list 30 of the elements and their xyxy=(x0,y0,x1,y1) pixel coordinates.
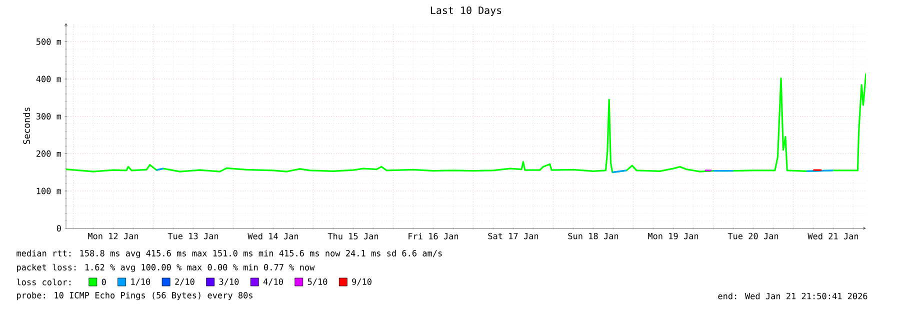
legend-title: loss color: xyxy=(16,278,70,286)
x-tick-label: Thu 15 Jan xyxy=(328,232,378,240)
y-tick-label: 300 m xyxy=(36,113,62,120)
text: packet loss: 1.62 % avg 100.00 % max 0.00 % min 0.77 % now xyxy=(16,264,315,272)
legend-label: 5/10 xyxy=(308,278,328,286)
y-tick-label: 100 m xyxy=(36,188,62,194)
x-tick-label: Tue 13 Jan xyxy=(168,232,218,240)
x-tick-label: Mon 19 Jan xyxy=(648,232,698,240)
chart-title: Last 10 Days xyxy=(430,6,502,16)
y-tick-label: 500 m xyxy=(36,38,62,45)
y-tick-label: 400 m xyxy=(36,76,62,82)
y-axis-title: Seconds xyxy=(23,108,30,144)
x-tick-label: Tue 20 Jan xyxy=(728,232,778,240)
legend-label: 2/10 xyxy=(175,278,194,286)
x-tick-label: Wed 21 Jan xyxy=(808,232,858,240)
x-tick-label: Sat 17 Jan xyxy=(488,232,538,240)
x-tick-label: Wed 14 Jan xyxy=(248,232,298,240)
x-tick-label: Mon 12 Jan xyxy=(88,232,138,240)
legend-label: 3/10 xyxy=(219,278,239,286)
legend-label: 9/10 xyxy=(352,278,372,286)
text: median rtt: 158.8 ms avg 415.6 ms max 151.0 ms min 415.6 ms now 24.1 ms sd 6.6 am/s xyxy=(16,250,442,258)
y-tick-label: 0 xyxy=(56,225,61,232)
legend-label: 4/10 xyxy=(263,278,283,286)
x-tick-label: Sun 18 Jan xyxy=(568,232,618,240)
text: probe: 10 ICMP Echo Pings (56 Bytes) every 80s xyxy=(16,292,252,300)
legend-label: 1/10 xyxy=(131,278,150,286)
y-tick-label: 200 m xyxy=(36,150,62,157)
legend-label: 0 xyxy=(102,278,106,286)
text: end: Wed Jan 21 21:50:41 2026 xyxy=(718,292,868,300)
x-tick-label: Fri 16 Jan xyxy=(408,232,458,240)
